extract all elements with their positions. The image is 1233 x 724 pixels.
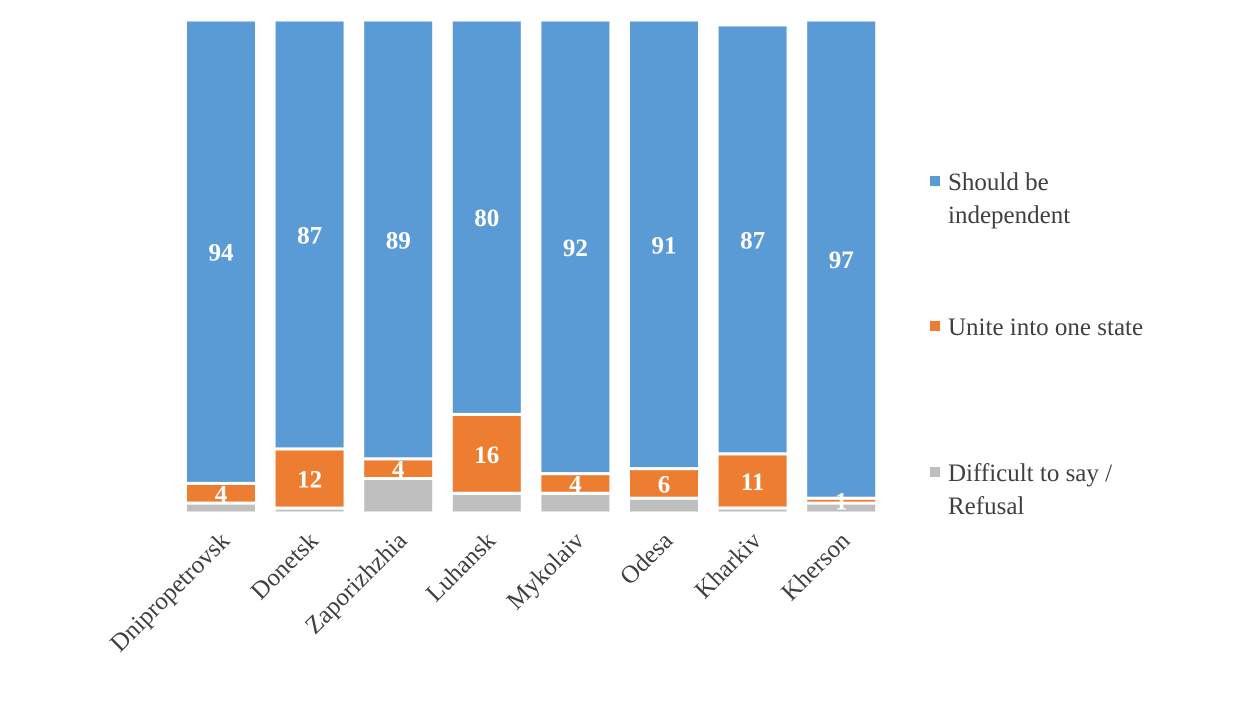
bar-difficult-to-say-refusal-odesa <box>627 496 701 515</box>
category-label-odesa: Odesa <box>615 527 678 590</box>
value-label-unite-into-one-state-kharkiv: 11 <box>741 469 765 496</box>
bar-unite-into-one-state-donetsk <box>272 447 347 510</box>
bar-should-be-independent-mykolaiv <box>538 18 613 476</box>
bars-layer <box>184 18 879 515</box>
value-label-should-be-independent-luhansk: 80 <box>474 205 499 232</box>
legend-label: Unite into one state <box>948 314 1143 341</box>
value-labels-layer: 4 94 12 87 4 89 16 80 4 92 6 91 11 87 1 97 <box>209 205 854 516</box>
bar-should-be-independent-luhansk <box>449 18 524 416</box>
legend-item-difficult-to-say-refusal: Difficult to say / Refusal <box>930 460 1112 520</box>
bar-should-be-independent-kharkiv <box>715 23 790 456</box>
bar-should-be-independent-dnipropetrovsk <box>184 18 258 485</box>
value-label-should-be-independent-kherson: 97 <box>829 247 854 274</box>
value-label-unite-into-one-state-luhansk: 16 <box>474 442 499 469</box>
value-label-should-be-independent-mykolaiv: 92 <box>563 235 588 262</box>
value-label-unite-into-one-state-zaporizhzhia: 4 <box>392 457 405 484</box>
legend-marker <box>930 467 940 477</box>
bar-should-be-independent-zaporizhzhia <box>361 18 436 461</box>
bar-difficult-to-say-refusal-luhansk <box>449 491 524 515</box>
value-label-unite-into-one-state-kherson: 1 <box>835 489 848 516</box>
value-label-should-be-independent-odesa: 91 <box>652 232 677 259</box>
legend-item-should-be-independent: Should be independent <box>930 169 1070 229</box>
category-label-kharkiv: Kharkiv <box>690 527 767 604</box>
value-label-unite-into-one-state-odesa: 6 <box>658 471 671 498</box>
category-label-donetsk: Donetsk <box>246 527 324 605</box>
value-label-unite-into-one-state-dnipropetrovsk: 4 <box>215 481 228 508</box>
value-label-should-be-independent-donetsk: 87 <box>297 223 322 250</box>
value-label-unite-into-one-state-donetsk: 12 <box>297 467 322 494</box>
legend-marker <box>930 176 940 186</box>
bar-should-be-independent-kherson <box>804 18 879 500</box>
bar-should-be-independent-odesa <box>627 18 701 471</box>
legend-item-unite-into-one-state: Unite into one state <box>930 314 1143 341</box>
bar-should-be-independent-donetsk <box>272 18 347 451</box>
legend: Should be independent Unite into one state… <box>930 169 1143 520</box>
category-label-dnipropetrovsk: Dnipropetrovsk <box>105 527 235 657</box>
bar-difficult-to-say-refusal-zaporizhzhia <box>361 477 436 515</box>
value-label-should-be-independent-dnipropetrovsk: 94 <box>209 240 235 267</box>
category-label-mykolaiv: Mykolaiv <box>502 527 590 615</box>
value-label-should-be-independent-zaporizhzhia: 89 <box>386 227 411 254</box>
legend-marker <box>930 321 940 331</box>
value-label-unite-into-one-state-mykolaiv: 4 <box>569 471 582 498</box>
category-label-luhansk: Luhansk <box>421 527 501 607</box>
value-label-should-be-independent-kharkiv: 87 <box>740 227 765 254</box>
category-label-kherson: Kherson <box>776 527 855 606</box>
legend-label: Difficult to say / Refusal <box>948 460 1112 520</box>
legend-label: Should be independent <box>948 169 1070 229</box>
